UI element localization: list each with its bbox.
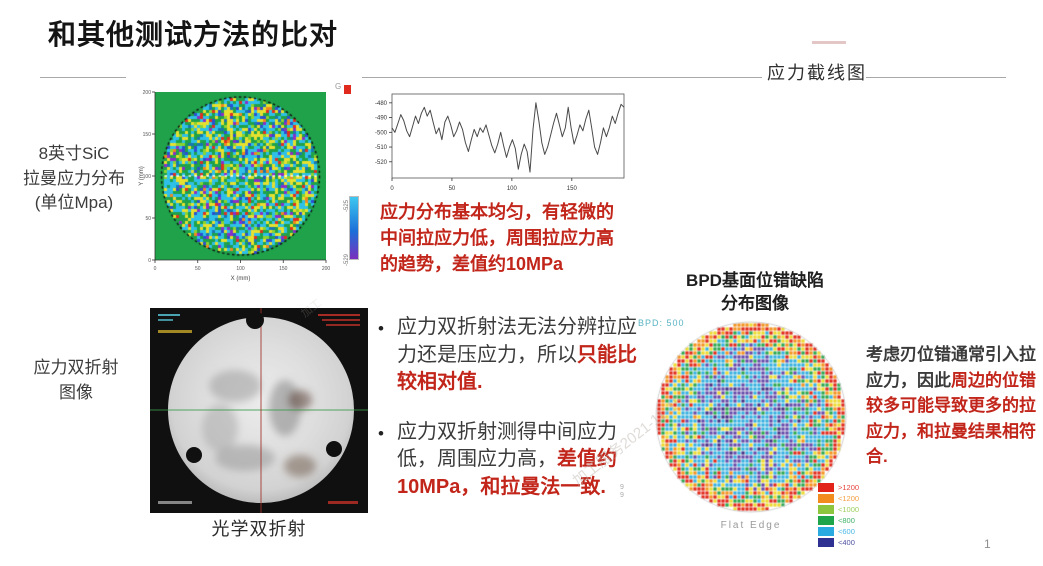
legend-row: <400 (818, 537, 859, 548)
bpd-title-line2: 分布图像 (721, 293, 789, 313)
svg-text:50: 50 (195, 266, 201, 272)
bullet-text-2: 应力双折射测得中间应力低，周围应力高，差值约10MPa，和拉曼法一致. (397, 419, 640, 502)
birefringence-label-line1: 应力双折射 (33, 358, 119, 377)
svg-text:-480: -480 (375, 101, 388, 107)
bullet1-red: 只能比较相对值. (396, 343, 637, 394)
svg-text:100: 100 (143, 174, 152, 180)
page-title: 和其他测试方法的比对 (48, 19, 339, 50)
raman-label-line3: (单位Mpa) (34, 193, 114, 213)
bpd-title: BPD基面位错缺陷 分布图像 (645, 270, 865, 316)
divider-line-mid (362, 77, 762, 78)
svg-text:50: 50 (449, 186, 456, 192)
svg-text:X (mm): X (mm) (231, 276, 251, 282)
marker-glyph-icon: G (335, 82, 342, 91)
svg-text:200: 200 (322, 266, 331, 272)
note-line: 的趋势，差值约10MPa (380, 254, 564, 275)
colorbar-bottom-label: -529 (344, 253, 350, 266)
raman-label-line2: 拉曼应力分布 (23, 168, 125, 188)
bullet1-black: 应力双折射法无法分辨拉应力还是压应力，所以 (396, 316, 637, 366)
legend-label: <600 (838, 527, 855, 536)
svg-text:150: 150 (143, 132, 152, 138)
side-note-red: 周边的位错较多可能导致更多的拉应力，和拉曼结果相符合. (866, 370, 1036, 467)
note-line: 中间拉应力低，周围拉应力高 (380, 228, 614, 249)
notch-bottom-left (186, 447, 202, 463)
stress-cross-section-chart: -480 -490 -500 -510 -520 0 50 100 150 (375, 93, 625, 192)
legend-row: <800 (818, 515, 859, 526)
birefringence-caption: 光学双折射 (211, 519, 307, 539)
svg-text:150: 150 (567, 186, 578, 192)
bullet2-black: 应力双折射测得中间应力低，周围应力高， (396, 420, 617, 471)
legend-row: <600 (818, 526, 859, 537)
page-number: 1 (984, 537, 991, 551)
svg-text:-490: -490 (375, 116, 388, 122)
legend-swatch (818, 483, 834, 492)
colorbar-top-label: -525 (344, 199, 350, 212)
notch-top (246, 311, 264, 329)
svg-text:50: 50 (145, 216, 151, 222)
bpd-legend: >1200 <1200 <1000 <800 <600 <400 (818, 482, 859, 548)
divider-line-right (866, 77, 1006, 78)
divider-line-left (40, 77, 126, 78)
birefringence-label-line2: 图像 (59, 382, 93, 402)
corner-annotations (158, 314, 360, 504)
legend-row: <1000 (818, 504, 859, 515)
bpd-wafer-heatmap (653, 319, 849, 515)
legend-swatch (818, 505, 834, 514)
svg-text:-520: -520 (375, 160, 388, 166)
bullet-item-1: 应力双折射法无法分辨拉应力还是压应力，所以只能比较相对值. (378, 314, 640, 397)
legend-swatch (818, 527, 834, 536)
legend-label: >1200 (838, 483, 860, 492)
legend-row: <1200 (818, 493, 859, 504)
birefringence-label: 应力双折射 图像 (8, 356, 144, 405)
legend-label: <800 (838, 516, 855, 525)
side-note-black: 考虑刃位错通常引入拉应力，因此 (866, 345, 1036, 390)
raman-colorbar (349, 196, 359, 260)
svg-text:0: 0 (148, 258, 151, 264)
legend-label: <1000 (838, 505, 860, 514)
legend-label: <1200 (838, 494, 860, 503)
accent-dash (812, 41, 846, 44)
svg-text:-510: -510 (375, 145, 388, 151)
raman-label-line1: 8英寸SiC (38, 144, 110, 163)
bullet-text-1: 应力双折射法无法分辨拉应力还是压应力，所以只能比较相对值. (397, 314, 640, 397)
section-label: 应力截线图 (767, 63, 867, 83)
svg-text:0: 0 (154, 266, 157, 272)
raman-label: 8英寸SiC 拉曼应力分布 (单位Mpa) (4, 142, 144, 216)
bpd-flat-edge-label: Flat Edge (720, 520, 782, 531)
bpd-map-figure: BPD: 500 Flat Edge >1200<1200<1000<800<6… (628, 310, 913, 560)
cross-section-note: 应力分布基本均匀，有轻微的 中间拉应力低，周围拉应力高 的趋势，差值约10MPa (380, 199, 636, 277)
svg-text:100: 100 (507, 186, 518, 192)
raman-map-figure: 0 50 100 150 200 0 50 100 150 200 X (mm) Y (mm) G -… (138, 80, 373, 285)
svg-text:150: 150 (279, 266, 288, 272)
bpd-title-line1: BPD基面位错缺陷 (686, 271, 824, 290)
note-line: 应力分布基本均匀，有轻微的 (380, 202, 614, 222)
side-note: 考虑刃位错通常引入拉应力，因此周边的位错较多可能导致更多的拉应力，和拉曼结果相符… (866, 342, 1038, 470)
legend-label: <400 (838, 538, 855, 547)
red-square-icon (344, 85, 351, 94)
notch-bottom-right (326, 441, 342, 457)
legend-row: >1200 (818, 482, 859, 493)
stress-blotches (202, 370, 316, 477)
svg-text:Y (mm): Y (mm) (139, 166, 145, 186)
birefringence-image (150, 308, 368, 513)
legend-swatch (818, 494, 834, 503)
raman-axes: 0 50 100 150 200 0 50 100 150 200 X (mm) Y (mm) (139, 90, 331, 282)
legend-swatch (818, 516, 834, 525)
birefringence-wafer (150, 308, 368, 513)
legend-swatch (818, 538, 834, 547)
bullet-item-2: 应力双折射测得中间应力低，周围应力高，差值约10MPa，和拉曼法一致. (378, 419, 640, 502)
bullet-list: 应力双折射法无法分辨拉应力还是压应力，所以只能比较相对值. 应力双折射测得中间应… (378, 314, 640, 524)
raman-wafer-heatmap (155, 92, 326, 260)
svg-text:100: 100 (236, 266, 245, 272)
svg-text:-500: -500 (375, 130, 388, 136)
stray-marks: 9 9 (620, 484, 624, 500)
svg-text:0: 0 (390, 186, 394, 192)
svg-text:200: 200 (143, 90, 152, 96)
bullet2-red: 差值约10MPa，和拉曼法一致. (396, 448, 617, 498)
